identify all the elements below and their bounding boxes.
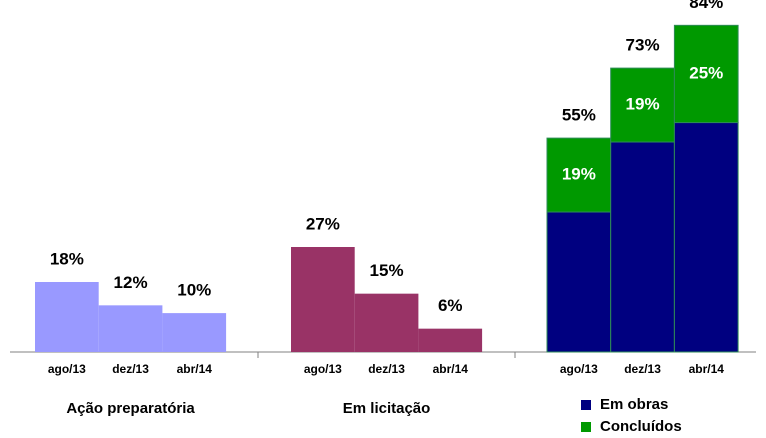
- x-tick-label: dez/13: [112, 362, 149, 376]
- group-label: Ação preparatória: [66, 400, 195, 417]
- value-label: 12%: [114, 273, 148, 292]
- value-label: 15%: [370, 261, 404, 280]
- x-tick-label: abr/14: [689, 362, 725, 376]
- bar: [291, 247, 355, 352]
- legend-swatch: [581, 400, 591, 410]
- value-label: 18%: [50, 249, 84, 268]
- bar: [546, 211, 612, 353]
- legend-label: Em obras: [600, 396, 668, 413]
- bar: [354, 293, 419, 352]
- value-label: 27%: [306, 214, 340, 233]
- x-tick-label: ago/13: [560, 362, 598, 376]
- x-tick-label: abr/14: [177, 362, 213, 376]
- x-tick-label: dez/13: [368, 362, 405, 376]
- bar: [35, 282, 99, 352]
- bar: [546, 137, 612, 213]
- x-tick-label: dez/13: [624, 362, 661, 376]
- bar: [98, 305, 163, 352]
- bar: [162, 313, 227, 352]
- x-tick-label: abr/14: [433, 362, 469, 376]
- bar: [673, 122, 739, 353]
- total-label: 73%: [626, 36, 660, 55]
- legend-swatch: [581, 422, 591, 432]
- group-label: Em licitação: [343, 400, 431, 417]
- x-tick-label: ago/13: [304, 362, 342, 376]
- bar: [610, 67, 675, 143]
- total-label: 55%: [562, 106, 596, 125]
- value-label: 19%: [626, 95, 660, 114]
- bar: [673, 24, 739, 124]
- bar: [610, 141, 675, 353]
- x-tick-label: ago/13: [48, 362, 86, 376]
- value-label: 6%: [438, 296, 463, 315]
- value-label: 25%: [689, 63, 723, 82]
- value-label: 19%: [562, 165, 596, 184]
- value-label: 10%: [177, 281, 211, 300]
- bar: [418, 328, 483, 352]
- legend-label: Concluídos: [600, 418, 682, 435]
- total-label: 84%: [689, 0, 723, 12]
